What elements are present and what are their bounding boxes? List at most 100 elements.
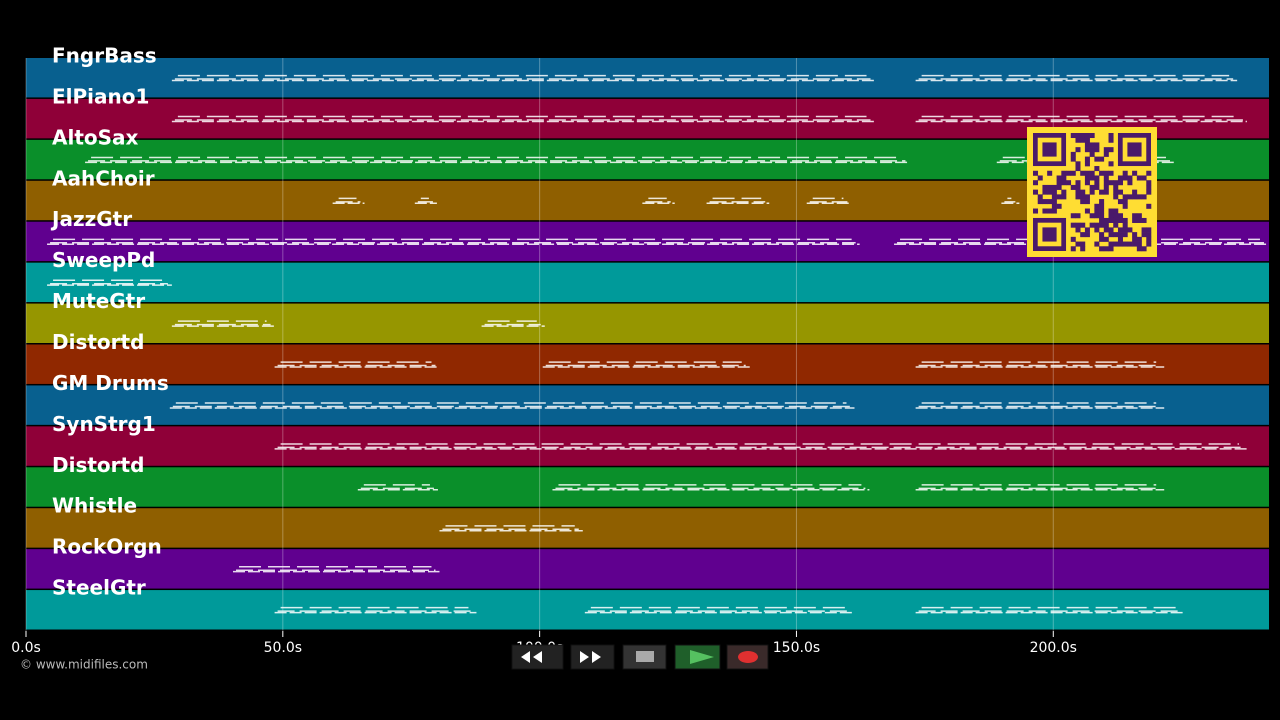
qr-cell (1033, 208, 1039, 214)
qr-cell (1113, 189, 1119, 195)
qr-cell (1089, 184, 1095, 190)
qr-cell (1089, 175, 1095, 181)
qr-cell (1127, 175, 1133, 181)
qr-cell (1136, 217, 1142, 223)
qr-cell (1103, 170, 1109, 176)
qr-cell (1089, 213, 1095, 219)
qr-cell (1084, 208, 1090, 214)
note-range (806, 197, 852, 205)
qr-cell (1061, 170, 1067, 176)
qr-cell (1127, 241, 1133, 247)
qr-cell (1103, 175, 1109, 181)
qr-cell (1094, 166, 1100, 172)
qr-cell (1075, 137, 1081, 143)
qr-cell (1099, 203, 1105, 209)
fast-forward-button[interactable] (570, 644, 615, 670)
qr-cell (1094, 147, 1100, 153)
qr-cell (1099, 222, 1105, 228)
note-range (915, 115, 1247, 123)
qr-finder (1127, 142, 1142, 157)
note-range (85, 156, 910, 164)
qr-cell (1099, 208, 1105, 214)
qr-cell (1108, 227, 1114, 233)
qr-cell (1084, 170, 1090, 176)
qr-cell (1084, 133, 1090, 139)
qr-cell (1051, 184, 1057, 190)
qr-cell (1084, 194, 1090, 200)
qr-cell (1070, 184, 1076, 190)
qr-cell (1089, 170, 1095, 176)
qr-cell (1094, 222, 1100, 228)
note-range (47, 279, 172, 286)
note-range (274, 361, 440, 368)
qr-cell (1051, 189, 1057, 195)
qr-cell (1089, 133, 1095, 139)
qr-cell (1108, 147, 1114, 153)
rewind-button[interactable] (511, 644, 564, 670)
qr-cell (1089, 142, 1095, 148)
qr-cell (1136, 175, 1142, 181)
qr-cell (1132, 194, 1138, 200)
qr-cell (1136, 194, 1142, 200)
qr-cell (1099, 189, 1105, 195)
qr-cell (1037, 194, 1043, 200)
qr-cell (1080, 222, 1086, 228)
qr-cell (1094, 241, 1100, 247)
qr-cell (1075, 241, 1081, 247)
qr-cell (1122, 232, 1128, 238)
track-labels: FngrBass ElPiano1 AltoSax AahChoir JazzGtr Sw… (50, 44, 169, 600)
note-range (332, 197, 365, 205)
qr-cell (1047, 184, 1053, 190)
qr-cell (1075, 166, 1081, 172)
qr-cell (1141, 232, 1147, 238)
note-range (169, 402, 855, 409)
qr-cell (1080, 170, 1086, 176)
note-range (915, 402, 1165, 409)
qr-cell (1066, 170, 1072, 176)
qr-cell (1075, 180, 1081, 186)
qr-cell (1108, 232, 1114, 238)
stop-button[interactable] (622, 644, 667, 670)
qr-cell (1113, 217, 1119, 223)
qr-cell (1122, 217, 1128, 223)
qr-cell (1132, 213, 1138, 219)
track-name: ElPiano1 (52, 84, 149, 108)
qr-cell (1094, 227, 1100, 233)
qr-cell (1113, 194, 1119, 200)
track-name: AahChoir (52, 166, 155, 190)
track-name: FngrBass (52, 44, 157, 68)
play-button[interactable] (674, 644, 721, 670)
qr-cell (1146, 189, 1152, 195)
qr-cell (1080, 246, 1086, 252)
qr-cell (1075, 189, 1081, 195)
track-row (26, 385, 1269, 425)
qr-cell (1103, 184, 1109, 190)
qr-cell (1070, 213, 1076, 219)
qr-cell (1117, 189, 1123, 195)
qr-cell (1075, 184, 1081, 190)
track-row (26, 549, 1269, 589)
qr-cell (1103, 189, 1109, 195)
qr-cell (1037, 175, 1043, 181)
qr-cell (1108, 133, 1114, 139)
track-name: AltoSax (52, 125, 139, 149)
qr-cell (1084, 199, 1090, 205)
qr-cell (1103, 147, 1109, 153)
qr-cell (1113, 180, 1119, 186)
qr-cell (1070, 222, 1076, 228)
qr-cell (1084, 142, 1090, 148)
qr-cell (1084, 180, 1090, 186)
qr-cell (1094, 180, 1100, 186)
qr-cell (1080, 241, 1086, 247)
note-range (439, 525, 583, 532)
qr-cell (1075, 147, 1081, 153)
qr-cell (1061, 194, 1067, 200)
qr-cell (1075, 161, 1081, 167)
note-range (552, 484, 870, 491)
note-range (915, 361, 1165, 368)
record-button[interactable] (726, 644, 769, 670)
qr-cell (1103, 222, 1109, 228)
track-name: Distortd (52, 330, 144, 354)
qr-cell (1132, 217, 1138, 223)
qr-cell (1146, 227, 1152, 233)
